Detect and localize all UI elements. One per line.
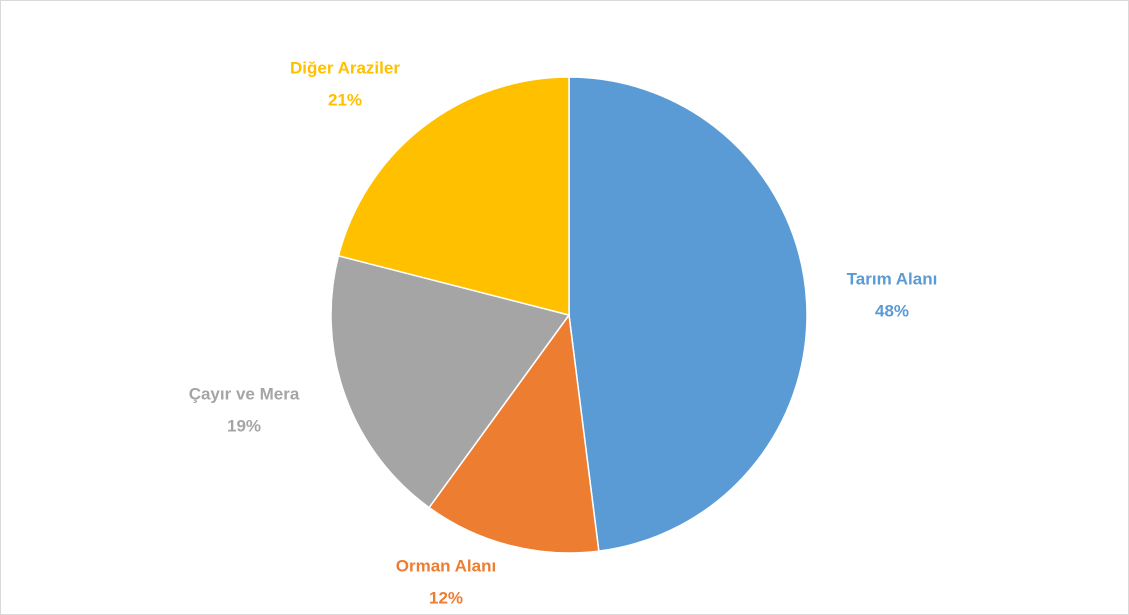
slice-label: Çayır ve Mera [189,384,300,403]
pie-slice [568,76,808,552]
slice-value-label: 19% [227,416,261,435]
pie-slice [428,313,600,554]
slice-value-label: 48% [875,301,909,320]
slice-label: Tarım Alanı [847,269,938,288]
slice-value-label: 12% [429,588,463,607]
slice-label: Diğer Araziler [290,58,400,77]
slice-label: Orman Alanı [396,556,496,575]
pie-slice [337,76,570,316]
pie-slice [330,254,571,509]
slice-value-label: 21% [328,90,362,109]
